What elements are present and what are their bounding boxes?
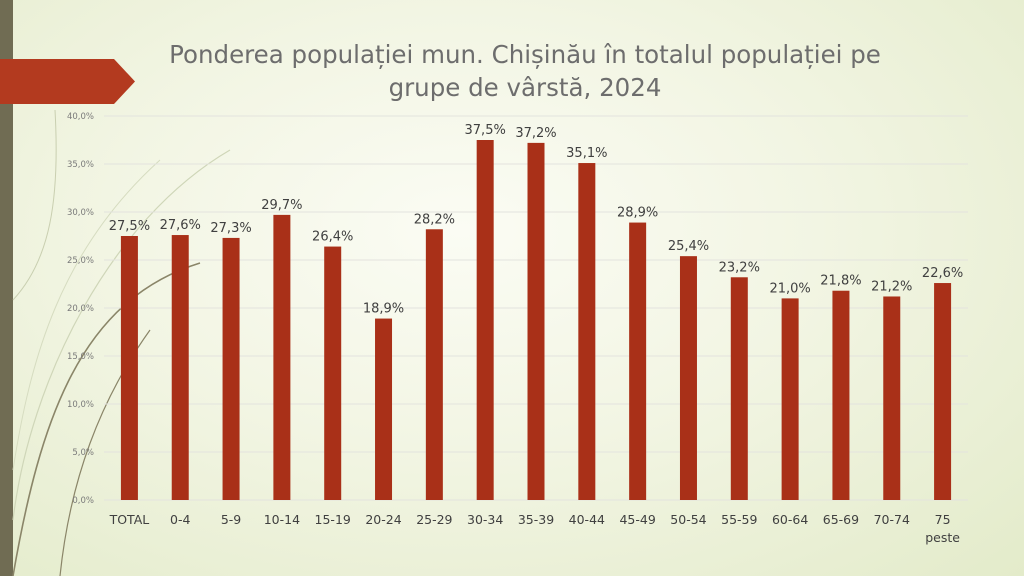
bar-value-label: 21,0% <box>769 281 810 296</box>
x-tick-label: 20-24 <box>365 512 401 527</box>
x-tick-label: 40-44 <box>569 512 605 527</box>
bar-value-label: 27,6% <box>160 218 201 233</box>
bar <box>222 237 240 501</box>
x-tick-label: 35-39 <box>518 512 554 527</box>
y-tick-label: 15,0% <box>67 352 94 362</box>
bar <box>629 222 647 500</box>
bar <box>171 235 189 501</box>
x-tick-label: 70-74 <box>874 512 910 527</box>
bar <box>324 246 342 500</box>
accent-arrow-fill <box>0 59 135 104</box>
slide-side-bar <box>0 0 13 576</box>
x-tick-label: 55-59 <box>721 512 757 527</box>
y-tick-label: 5,0% <box>72 448 94 458</box>
bar <box>273 214 291 500</box>
y-tick-label: 30,0% <box>67 208 94 218</box>
x-tick-label: 30-34 <box>467 512 503 527</box>
x-tick-label: TOTAL <box>109 512 150 527</box>
bar-value-label: 18,9% <box>363 302 404 317</box>
bar-value-label: 23,2% <box>719 260 760 275</box>
bar-value-label: 21,8% <box>820 274 861 289</box>
x-tick-label: 45-49 <box>619 512 655 527</box>
bar-value-label: 35,1% <box>566 146 607 161</box>
bar <box>375 318 393 500</box>
bar <box>425 229 443 500</box>
bar <box>578 163 596 501</box>
x-tick-label: 60-64 <box>772 512 808 527</box>
bar-value-label: 37,5% <box>465 123 506 138</box>
bar-value-label: 27,5% <box>109 219 150 234</box>
y-tick-label: 40,0% <box>67 112 94 122</box>
x-tick-label: 15-19 <box>315 512 351 527</box>
bar-value-label: 27,3% <box>210 221 251 236</box>
bar-value-label: 22,6% <box>922 266 963 281</box>
bar <box>781 298 799 500</box>
bar-value-label: 28,9% <box>617 206 658 221</box>
bar <box>527 142 545 500</box>
decorative-curves <box>12 109 231 576</box>
bar <box>883 296 901 500</box>
bar <box>934 283 952 500</box>
chart-title: Ponderea populației mun. Chișinău în tot… <box>169 40 881 102</box>
bar-value-label: 25,4% <box>668 239 709 254</box>
x-tick-label: 0-4 <box>170 512 190 527</box>
x-tick-label: 5-9 <box>221 512 241 527</box>
bar <box>476 140 494 500</box>
bar-value-label: 29,7% <box>261 198 302 213</box>
x-tick-label: 75 <box>935 512 951 527</box>
x-tick-label: 50-54 <box>670 512 706 527</box>
bar-value-label: 37,2% <box>515 126 556 141</box>
accent-arrow-shape <box>0 59 135 104</box>
y-tick-label: 10,0% <box>67 400 94 410</box>
y-tick-label: 35,0% <box>67 160 94 170</box>
y-tick-label: 20,0% <box>67 304 94 314</box>
x-tick-label: 10-14 <box>264 512 300 527</box>
x-tick-label: peste <box>925 530 960 545</box>
bar-value-label: 21,2% <box>871 279 912 294</box>
x-tick-label: 65-69 <box>823 512 859 527</box>
bar <box>120 236 138 500</box>
bar-value-label: 28,2% <box>414 212 455 227</box>
bar <box>730 277 748 500</box>
x-tick-label: 25-29 <box>416 512 452 527</box>
bar <box>832 290 850 500</box>
y-tick-label: 0,0% <box>72 496 94 506</box>
y-tick-label: 25,0% <box>67 256 94 266</box>
bar-value-label: 26,4% <box>312 230 353 245</box>
bar <box>679 256 697 500</box>
